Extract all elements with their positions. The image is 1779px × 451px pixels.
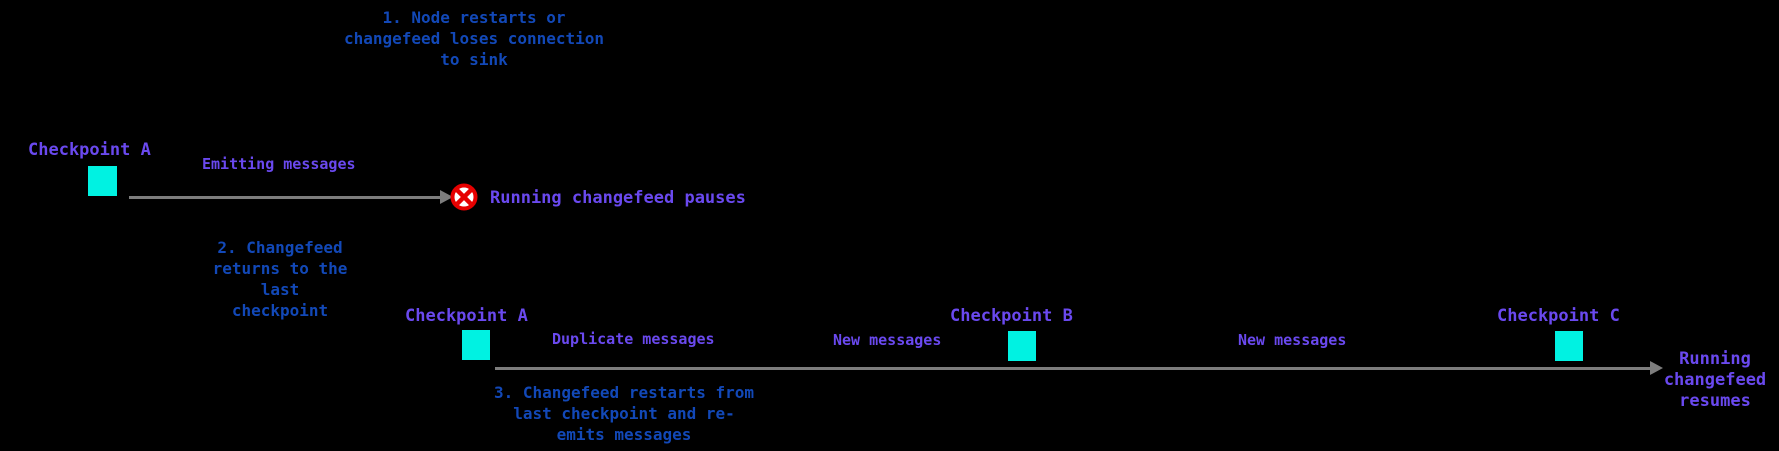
resume-timeline-arrow-line bbox=[495, 367, 1650, 370]
checkpoint-a-marker-bottom bbox=[462, 330, 490, 360]
checkpoint-b-label: Checkpoint B bbox=[950, 306, 1073, 326]
checkpoint-a-label-bottom: Checkpoint A bbox=[405, 306, 528, 326]
duplicate-messages-label: Duplicate messages bbox=[552, 330, 715, 348]
step3-annotation: 3. Changefeed restarts from last checkpo… bbox=[493, 383, 755, 444]
arrow-head-icon bbox=[440, 190, 453, 204]
checkpoint-a-marker-top bbox=[88, 166, 117, 196]
step2-annotation: 2. Changefeed returns to the last checkp… bbox=[212, 238, 348, 320]
emitting-arrow-line bbox=[129, 196, 441, 199]
checkpoint-a-label-top: Checkpoint A bbox=[28, 140, 151, 160]
checkpoint-b-marker bbox=[1008, 331, 1036, 361]
running-changefeed-pauses-label: Running changefeed pauses bbox=[490, 188, 746, 208]
checkpoint-c-marker bbox=[1555, 331, 1583, 361]
arrow-head-icon bbox=[1650, 361, 1663, 375]
running-changefeed-resumes-label: Running changefeed resumes bbox=[1663, 349, 1767, 411]
new-messages-label-1: New messages bbox=[833, 331, 942, 349]
emitting-messages-label: Emitting messages bbox=[202, 155, 356, 173]
x-circle-icon bbox=[450, 183, 478, 211]
step1-annotation: 1. Node restarts or changefeed loses con… bbox=[343, 8, 605, 69]
checkpoint-c-label: Checkpoint C bbox=[1497, 306, 1620, 326]
new-messages-label-2: New messages bbox=[1238, 331, 1347, 349]
